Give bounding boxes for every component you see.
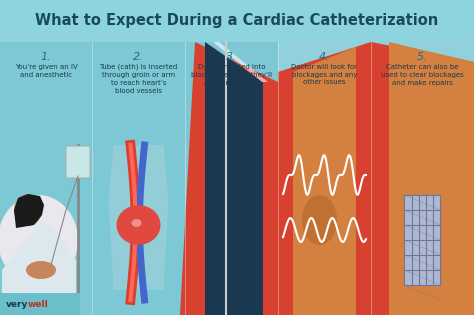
Bar	[0, 42, 92, 315]
Polygon shape	[14, 194, 44, 228]
Polygon shape	[389, 42, 474, 315]
Polygon shape	[371, 42, 474, 315]
Ellipse shape	[218, 190, 229, 210]
Polygon shape	[2, 220, 76, 315]
Ellipse shape	[137, 212, 155, 226]
Ellipse shape	[0, 195, 78, 285]
Text: You’re given an IV
and anesthetic: You’re given an IV and anesthetic	[15, 64, 77, 78]
Bar	[92, 42, 185, 315]
Ellipse shape	[302, 195, 337, 245]
Ellipse shape	[26, 261, 56, 279]
Ellipse shape	[121, 212, 139, 226]
Polygon shape	[180, 42, 278, 315]
Text: What to Expect During a Cardiac Catheterization: What to Expect During a Cardiac Catheter…	[36, 14, 438, 28]
Text: Dye is injected into
blood vessels so they’ll
appear on x-ray: Dye is injected into blood vessels so th…	[191, 64, 272, 85]
Text: 4.: 4.	[319, 52, 330, 62]
FancyBboxPatch shape	[66, 146, 90, 178]
Polygon shape	[213, 42, 268, 82]
Bar	[278, 42, 371, 315]
Ellipse shape	[14, 194, 42, 226]
Bar	[404, 195, 440, 285]
Text: Tube (cath) is inserted
through groin or arm
to reach heart’s
blood vessels: Tube (cath) is inserted through groin or…	[100, 64, 178, 94]
Text: Doctor will look for
blockages and any
other issues: Doctor will look for blockages and any o…	[292, 64, 357, 85]
Bar	[371, 42, 474, 315]
Text: well: well	[28, 300, 49, 309]
Ellipse shape	[131, 219, 142, 227]
Ellipse shape	[222, 233, 230, 247]
Polygon shape	[293, 47, 356, 315]
Bar	[0, 0, 474, 42]
Polygon shape	[205, 42, 263, 315]
Text: 5.: 5.	[417, 52, 428, 62]
Bar	[0, 293, 80, 315]
Text: Catheter can also be
used to clear blockages
and make repairs: Catheter can also be used to clear block…	[381, 64, 464, 85]
Bar	[185, 42, 278, 315]
Text: 1.: 1.	[41, 52, 51, 62]
Text: 3.: 3.	[226, 52, 237, 62]
Polygon shape	[109, 145, 168, 290]
Polygon shape	[278, 42, 371, 315]
Text: 2.: 2.	[133, 52, 144, 62]
Ellipse shape	[117, 205, 161, 245]
Text: very: very	[6, 300, 28, 309]
